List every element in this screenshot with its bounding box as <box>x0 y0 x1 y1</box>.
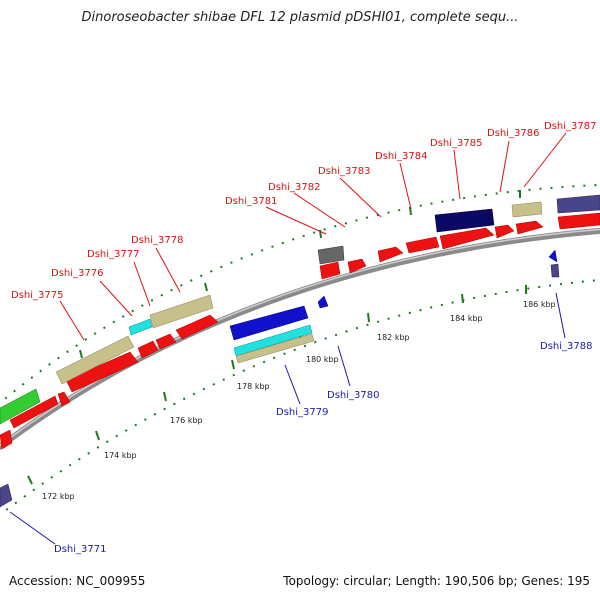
cds-khaki <box>149 294 214 329</box>
leader-line <box>555 292 566 339</box>
leader-line <box>399 162 412 210</box>
cds-blue <box>229 305 309 341</box>
kbp-label: 186 kbp <box>523 300 556 309</box>
cds-cyan <box>128 318 153 336</box>
leader-line <box>59 300 85 341</box>
cds-red <box>175 314 219 340</box>
accession-text: Accession: NC_009955 <box>9 574 146 588</box>
leader-line <box>99 280 133 317</box>
gene-label: Dshi_3780 <box>327 390 379 401</box>
cds-slate <box>550 263 560 278</box>
inner-tick-ring <box>0 279 600 516</box>
gene-label: Dshi_3783 <box>318 166 370 177</box>
cds-red <box>0 429 13 450</box>
cds-red <box>494 224 515 239</box>
gene-label: Dshi_3782 <box>268 182 320 193</box>
cds-blue <box>548 249 558 263</box>
gene-label: Dshi_3787 <box>544 121 596 132</box>
kbp-label: 184 kbp <box>450 314 483 323</box>
kbp-label: 174 kbp <box>104 451 137 460</box>
leader-line <box>9 511 56 545</box>
cds-khaki <box>235 333 315 364</box>
kbp-label: 176 kbp <box>170 416 203 425</box>
gene-label: Dshi_3777 <box>87 249 139 260</box>
gene-label: Dshi_3786 <box>487 128 539 139</box>
cds-slate <box>0 483 13 508</box>
forward-strand-cds <box>0 212 600 450</box>
cds-red <box>137 340 159 359</box>
topology-summary: Topology: circular; Length: 190,506 bp; … <box>283 574 590 588</box>
leader-line <box>337 345 351 387</box>
major-tick <box>461 293 464 304</box>
leader-line <box>155 247 181 293</box>
major-tick <box>367 312 370 323</box>
cds-red <box>57 391 71 407</box>
leader-line <box>523 132 567 188</box>
leader-line <box>133 261 151 307</box>
cds-red <box>557 212 600 230</box>
cds-cyan <box>233 324 313 357</box>
leader-line <box>265 206 327 235</box>
major-tick <box>204 282 208 292</box>
cds-khaki <box>55 335 135 385</box>
cds-khaki <box>511 201 543 218</box>
cds-blue <box>317 295 329 309</box>
kbp-label: 178 kbp <box>237 382 270 391</box>
gene-label: Dshi_3784 <box>375 151 427 162</box>
cds-red <box>439 227 495 250</box>
page-title: Dinoroseobacter shibae DFL 12 plasmid pD… <box>81 10 519 25</box>
cds-red <box>319 261 341 280</box>
leader-line <box>499 140 510 193</box>
cds-red <box>155 333 177 350</box>
gene-label: Dshi_3775 <box>11 290 63 301</box>
gene-label: Dshi_3781 <box>225 196 277 207</box>
major-tick <box>95 430 100 441</box>
gene-label: Dshi_3779 <box>276 407 328 418</box>
genome-backbone <box>0 227 600 451</box>
major-tick <box>231 359 235 370</box>
gene-label: Dshi_3771 <box>54 544 106 555</box>
cds-green <box>0 388 41 425</box>
cds-red <box>515 220 544 235</box>
cds-red <box>405 236 440 254</box>
gene-label: Dshi_3785 <box>430 138 482 149</box>
major-tick <box>79 349 83 359</box>
top-leader-lines <box>59 132 567 341</box>
leader-line <box>293 192 346 228</box>
cds-red <box>65 351 139 393</box>
cds-red <box>377 246 404 263</box>
cds-slate <box>556 194 600 214</box>
gene-label: Dshi_3788 <box>540 341 592 352</box>
leader-line <box>284 364 301 405</box>
major-tick <box>163 391 167 402</box>
cds-red <box>347 258 367 274</box>
leader-line <box>453 149 461 200</box>
gene-label: Dshi_3778 <box>131 235 183 246</box>
major-tick <box>27 475 33 485</box>
major-tick <box>409 206 412 216</box>
leader-line <box>339 177 382 218</box>
genome-backbone-highlight <box>0 228 600 447</box>
kbp-label: 172 kbp <box>42 492 75 501</box>
gene-label: Dshi_3776 <box>51 268 103 279</box>
cds-grey <box>317 245 345 265</box>
kbp-label: 182 kbp <box>377 333 410 342</box>
outer-tick-ring <box>0 184 600 405</box>
kbp-label: 180 kbp <box>306 355 339 364</box>
bottom-leader-lines <box>9 292 566 545</box>
cds-navy <box>434 208 495 233</box>
cds-red <box>9 395 59 429</box>
